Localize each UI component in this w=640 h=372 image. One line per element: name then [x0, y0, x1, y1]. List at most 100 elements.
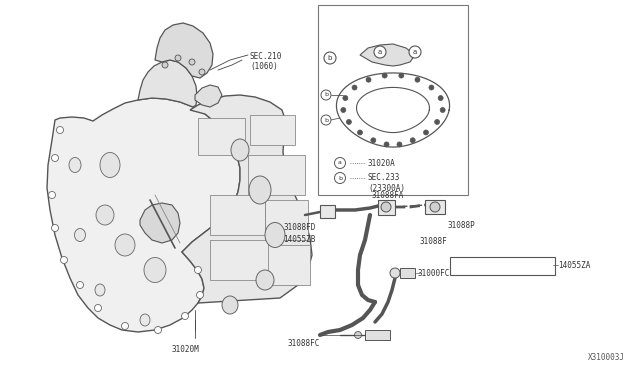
- Ellipse shape: [74, 228, 86, 241]
- Text: 31000FC: 31000FC: [418, 269, 451, 278]
- Circle shape: [61, 257, 67, 263]
- Polygon shape: [210, 195, 265, 235]
- Circle shape: [410, 138, 415, 143]
- Text: 14055ZA: 14055ZA: [558, 260, 590, 269]
- Text: 14055ZB: 14055ZB: [284, 235, 316, 244]
- Text: 31088FD: 31088FD: [284, 224, 316, 232]
- Text: 31088FA: 31088FA: [372, 191, 404, 200]
- Polygon shape: [182, 95, 312, 303]
- Circle shape: [324, 52, 336, 64]
- Circle shape: [384, 142, 389, 147]
- Ellipse shape: [69, 157, 81, 173]
- Circle shape: [374, 46, 386, 58]
- Polygon shape: [360, 44, 415, 66]
- Circle shape: [335, 157, 346, 169]
- Ellipse shape: [95, 284, 105, 296]
- Circle shape: [355, 331, 362, 339]
- Ellipse shape: [249, 176, 271, 204]
- Polygon shape: [195, 85, 222, 107]
- Polygon shape: [138, 60, 197, 107]
- Circle shape: [321, 115, 331, 125]
- Text: (23300A): (23300A): [368, 183, 405, 192]
- Text: b: b: [328, 55, 332, 61]
- Polygon shape: [378, 200, 395, 215]
- Circle shape: [438, 96, 443, 100]
- Text: SEC.210: SEC.210: [250, 52, 282, 61]
- Text: 31020A: 31020A: [368, 158, 396, 167]
- Text: (1060): (1060): [250, 62, 278, 71]
- Polygon shape: [250, 115, 295, 145]
- Text: b: b: [338, 176, 342, 180]
- Circle shape: [399, 73, 404, 78]
- Circle shape: [175, 55, 181, 61]
- Circle shape: [390, 268, 400, 278]
- Polygon shape: [320, 205, 335, 218]
- Text: 31088FC: 31088FC: [287, 340, 320, 349]
- Circle shape: [122, 323, 129, 330]
- Circle shape: [409, 46, 421, 58]
- Text: X310003J: X310003J: [588, 353, 625, 362]
- Polygon shape: [155, 23, 213, 78]
- Polygon shape: [365, 330, 390, 340]
- Circle shape: [95, 305, 102, 311]
- Circle shape: [381, 202, 391, 212]
- Text: a: a: [413, 49, 417, 55]
- Circle shape: [56, 126, 63, 134]
- Circle shape: [371, 138, 376, 143]
- Circle shape: [162, 62, 168, 68]
- Polygon shape: [47, 98, 240, 332]
- Circle shape: [51, 224, 58, 231]
- Circle shape: [430, 202, 440, 212]
- Circle shape: [424, 130, 429, 135]
- Polygon shape: [400, 268, 415, 278]
- Ellipse shape: [156, 210, 174, 230]
- Circle shape: [429, 85, 434, 90]
- Text: 31088F: 31088F: [420, 237, 448, 247]
- Circle shape: [440, 108, 445, 112]
- Ellipse shape: [144, 257, 166, 282]
- Text: 31020M: 31020M: [171, 345, 199, 354]
- Circle shape: [366, 77, 371, 82]
- Polygon shape: [425, 200, 445, 214]
- Polygon shape: [140, 203, 180, 243]
- Circle shape: [189, 59, 195, 65]
- Circle shape: [343, 96, 348, 100]
- Ellipse shape: [231, 139, 249, 161]
- Circle shape: [382, 73, 387, 78]
- Text: b: b: [324, 118, 328, 122]
- Polygon shape: [248, 155, 305, 195]
- Text: b: b: [324, 93, 328, 97]
- Circle shape: [397, 142, 402, 147]
- Ellipse shape: [100, 153, 120, 177]
- Ellipse shape: [256, 270, 274, 290]
- Polygon shape: [198, 118, 245, 155]
- Polygon shape: [210, 240, 270, 280]
- Circle shape: [435, 119, 440, 125]
- Ellipse shape: [96, 205, 114, 225]
- Circle shape: [154, 327, 161, 334]
- Text: SEC.233: SEC.233: [368, 173, 401, 183]
- Circle shape: [77, 282, 83, 289]
- Ellipse shape: [115, 234, 135, 256]
- Text: a: a: [378, 49, 382, 55]
- Circle shape: [335, 173, 346, 183]
- Circle shape: [321, 90, 331, 100]
- Circle shape: [341, 108, 346, 112]
- Bar: [318, 5, 468, 195]
- Polygon shape: [265, 200, 308, 240]
- Polygon shape: [450, 257, 555, 275]
- Text: 31088P: 31088P: [448, 221, 476, 230]
- Ellipse shape: [265, 222, 285, 247]
- Circle shape: [182, 312, 189, 320]
- Circle shape: [415, 77, 420, 82]
- Circle shape: [195, 266, 202, 273]
- Circle shape: [199, 69, 205, 75]
- Ellipse shape: [140, 314, 150, 326]
- Circle shape: [51, 154, 58, 161]
- Circle shape: [358, 130, 362, 135]
- Circle shape: [49, 192, 56, 199]
- Circle shape: [196, 292, 204, 298]
- Circle shape: [352, 85, 357, 90]
- Polygon shape: [268, 245, 310, 285]
- Ellipse shape: [222, 296, 238, 314]
